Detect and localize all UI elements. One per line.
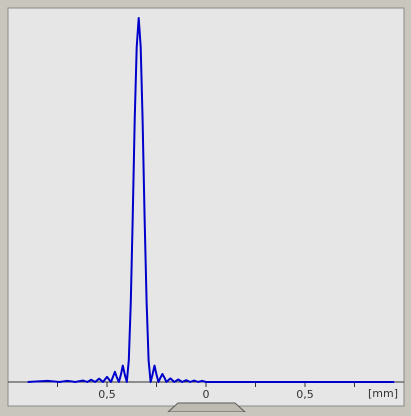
data-point [151, 374, 154, 376]
data-point [106, 376, 108, 378]
data-point [165, 381, 167, 383]
data-point [177, 378, 179, 381]
data-point [58, 381, 61, 383]
data-point [138, 17, 140, 19]
data-point [225, 381, 227, 383]
data-point [324, 381, 326, 383]
data-point [120, 374, 122, 376]
data-point [155, 374, 158, 376]
data-point [74, 381, 76, 383]
x-tick-label: 0 [203, 388, 210, 401]
data-point [161, 373, 164, 375]
data-point [142, 119, 144, 121]
data-point [163, 377, 166, 379]
data-point [181, 381, 183, 383]
bottom-stand-shape [166, 402, 247, 413]
data-point [245, 381, 247, 383]
data-point [205, 381, 207, 383]
data-point [132, 217, 134, 219]
data-point [66, 380, 68, 382]
data-point [134, 119, 136, 121]
data-point [94, 381, 96, 383]
data-point [144, 217, 146, 219]
data-point [159, 377, 162, 379]
data-point [147, 359, 150, 361]
data-point [193, 379, 195, 382]
plot-background [7, 7, 405, 407]
data-point [47, 380, 49, 382]
data-point [140, 46, 142, 48]
data-point [82, 379, 84, 382]
data-point [149, 381, 152, 383]
data-point [102, 381, 104, 383]
data-point [116, 377, 118, 379]
data-point [284, 381, 286, 383]
data-point [153, 365, 156, 367]
x-unit-label: [mm] [368, 387, 398, 400]
data-point [98, 378, 100, 380]
data-point [189, 381, 191, 383]
data-point [157, 381, 160, 383]
data-point [118, 381, 120, 383]
data-point [126, 381, 128, 383]
data-point [114, 371, 116, 373]
x-tick-label: 0,5 [296, 388, 314, 401]
data-point [110, 381, 112, 383]
series-line [27, 17, 395, 383]
series-layer [27, 17, 395, 383]
data-point [128, 359, 130, 361]
data-point [173, 381, 175, 383]
data-point [27, 381, 29, 383]
data-point [169, 377, 171, 379]
data-point [185, 379, 187, 381]
data-point [86, 381, 88, 383]
x-tick-label: 0,5 [98, 388, 116, 401]
data-point [124, 374, 126, 376]
data-point [122, 365, 124, 367]
data-point [136, 46, 138, 48]
data-point [393, 381, 395, 383]
data-point [201, 380, 203, 382]
data-point [146, 301, 148, 303]
data-point [130, 301, 132, 303]
data-point [197, 381, 199, 383]
data-point [363, 381, 365, 383]
data-point [90, 379, 92, 381]
